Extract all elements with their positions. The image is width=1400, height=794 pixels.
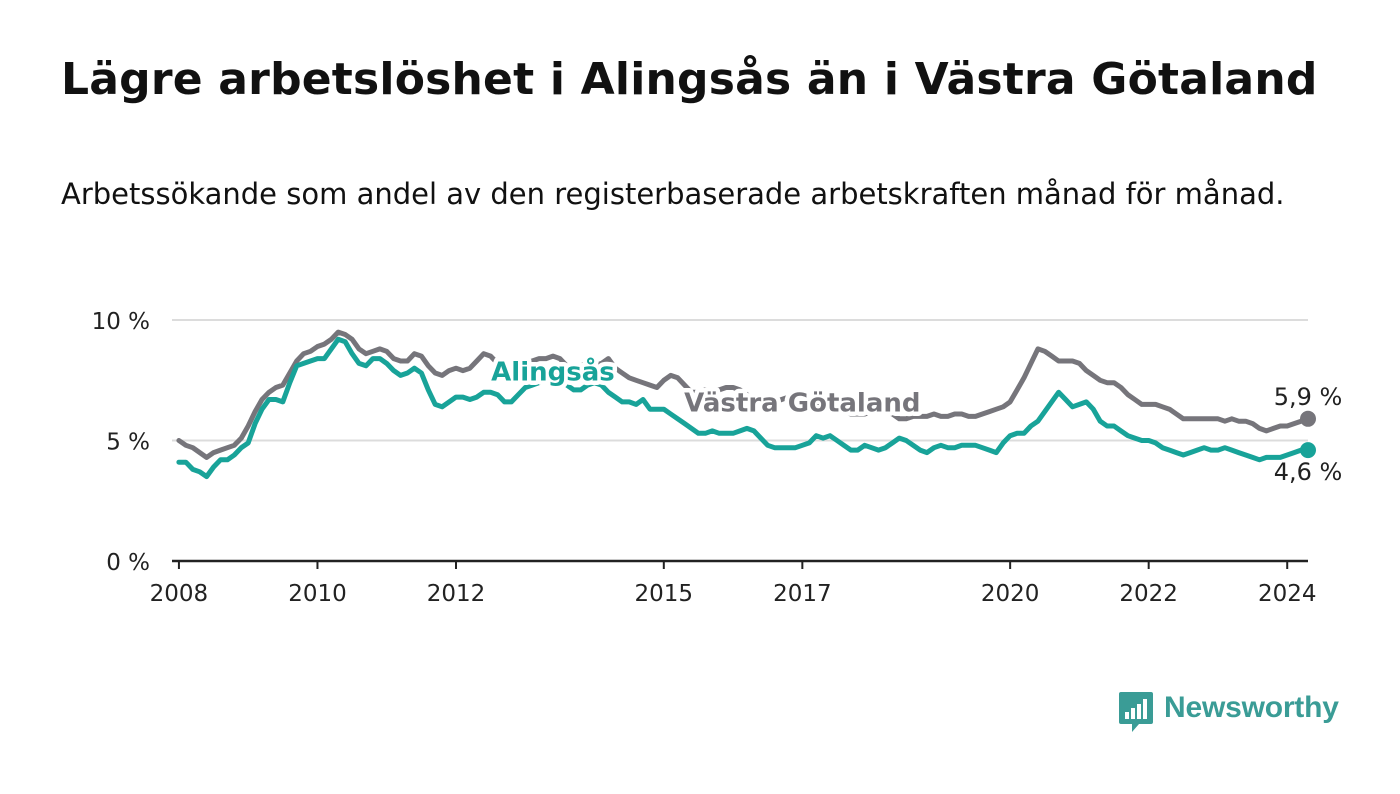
x-tick-label: 2010 [288, 581, 347, 607]
series-label-alings-s: Alingsås [491, 355, 615, 387]
series-lines [176, 329, 1316, 480]
x-tick-label: 2015 [635, 581, 694, 607]
series-end-value-v-stra-g-taland: 5,9 % [1274, 383, 1343, 411]
y-tick-label: 0 % [106, 550, 150, 576]
series-end-value-alings-s: 4,6 % [1274, 458, 1343, 486]
x-tick-label: 2022 [1119, 581, 1178, 607]
bar-chart-speech-bubble-icon [1119, 692, 1153, 732]
series-line-alings-s [176, 336, 1311, 480]
series-label-halo-alings-s: Alingsås [491, 355, 615, 387]
series-line-v-stra-g-taland [176, 329, 1311, 460]
newsworthy-logo: Newsworthy [1118, 690, 1339, 734]
series-label-v-stra-g-taland: Västra Götaland [684, 389, 920, 419]
x-tick-label: 2024 [1258, 581, 1317, 607]
y-tick-label: 10 % [92, 309, 150, 335]
series-endpoint-alings-s [1300, 442, 1316, 459]
axes: 0 % 5 % 10 % 2008 2010 2012 2015 2017 2020 2022 20… [92, 309, 1317, 607]
gridlines [172, 319, 1308, 442]
x-tick-label: 2020 [981, 581, 1040, 607]
y-tick-label: 5 % [106, 430, 150, 456]
chart-title: Lägre arbetslöshet i Alingsås än i Västr… [61, 54, 1318, 105]
x-tick-label: 2012 [427, 581, 486, 607]
brand-name: Newsworthy [1164, 691, 1339, 724]
series-label-halo-v-stra-g-taland: Västra Götaland [684, 389, 920, 419]
x-tick-label: 2017 [773, 581, 832, 607]
series-endpoint-v-stra-g-taland [1300, 410, 1316, 427]
x-tick-label: 2008 [150, 581, 209, 607]
chart-subtitle: Arbetssökande som andel av den registerb… [61, 177, 1285, 211]
